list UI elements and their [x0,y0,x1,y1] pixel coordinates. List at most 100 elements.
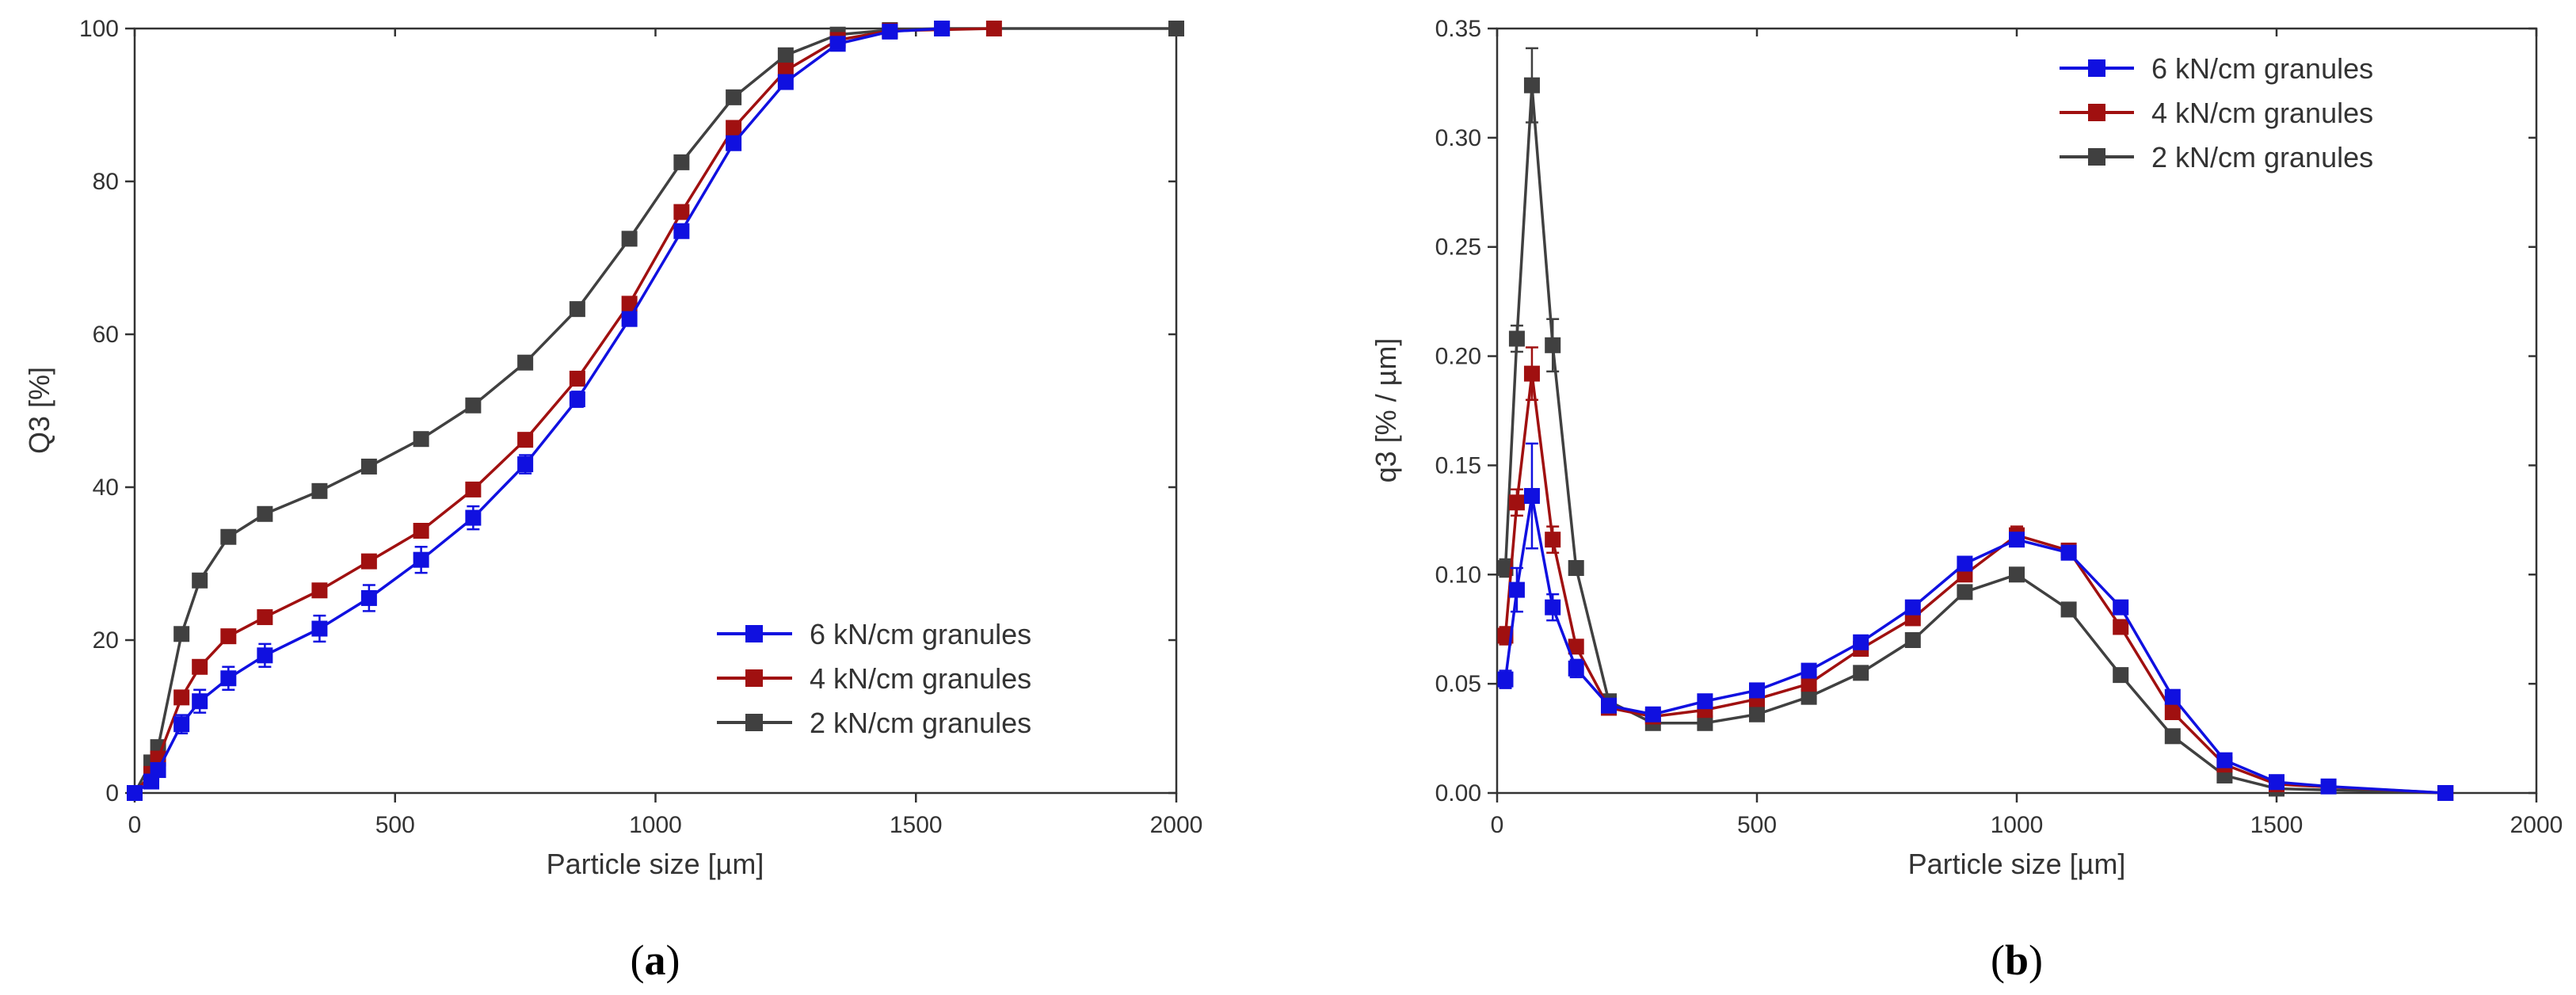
data-point-4kN-a-9 [413,523,429,539]
legend-label-6kN-b: 6 kN/cm granules [2151,52,2373,85]
data-point-6kN-a-4 [192,693,208,710]
data-point-6kN-a-3 [173,716,190,733]
data-point-4kN-b-1 [1508,494,1525,511]
legend-label-4kN-a: 4 kN/cm granules [810,662,1031,695]
y-tick-label-b-1: 0.05 [1435,671,1481,697]
data-point-6kN-a-8 [360,589,377,606]
panel-label-a-letter: a [645,936,666,984]
y-tick-label-b-4: 0.20 [1435,344,1481,370]
data-point-6kN-b-11 [1904,599,1921,616]
data-point-2kN-b-4 [1568,560,1584,577]
legend-label-4kN-b: 4 kN/cm granules [2151,97,2373,129]
axes-b: 0 500 1000 1500 2000 0.00 0.05 0.10 0.15 0.20 0.25… [1435,16,2563,838]
legend-entry-6kN-b: 6 kN/cm granules [2060,52,2373,85]
panel-label-a-close: ) [666,936,680,984]
data-point-6kN-b-7 [1697,693,1713,710]
data-point-6kN-a-7 [311,620,328,637]
legend-marker-6kN-a [745,625,763,642]
legend-b: 6 kN/cm granules 4 kN/cm granules 2 kN/c… [2060,52,2373,173]
data-point-6kN-a-15 [726,135,742,151]
data-point-2kN-b-1 [1508,330,1525,347]
data-point-6kN-a-11 [517,456,534,473]
data-point-6kN-b-12 [1957,555,1973,572]
data-point-4kN-a-14 [673,204,690,220]
data-point-6kN-b-2 [1523,488,1540,505]
legend-entry-4kN-a: 4 kN/cm granules [717,662,1031,695]
legend-entry-4kN-b: 4 kN/cm granules [2060,97,2373,129]
data-point-4kN-a-15 [726,120,742,136]
x-tick-label-a-1: 500 [375,812,415,838]
data-point-6kN-b-17 [2216,752,2233,768]
data-point-4kN-b-3 [1545,532,1561,548]
data-point-6kN-b-14 [2060,544,2077,561]
legend-marker-2kN-b [2088,148,2105,166]
series-6kN-b [1497,442,2454,801]
data-point-4kN-a-19 [985,21,1002,36]
data-point-4kN-b-9 [1801,676,1817,692]
data-point-6kN-a-6 [257,647,273,664]
y-tick-label-a-4: 80 [93,169,119,195]
data-point-2kN-b-16 [2164,728,2181,745]
data-point-2kN-a-7 [311,482,328,499]
legend-marker-2kN-a [745,714,763,731]
data-point-6kN-b-1 [1508,581,1525,598]
y-tick-label-b-7: 0.35 [1435,16,1481,42]
data-point-2kN-a-14 [673,154,690,170]
series-6kN-a [127,21,951,801]
legend-marker-6kN-b [2088,59,2105,77]
data-point-6kN-b-15 [2113,599,2129,616]
data-point-4kN-b-2 [1523,365,1540,382]
x-axis-title-b: Particle size [µm] [1908,848,2126,880]
data-point-2kN-a-11 [517,354,534,371]
x-tick-label-a-4: 2000 [1150,812,1203,838]
plot-frame-b [1496,27,2538,795]
y-tick-label-b-3: 0.15 [1435,452,1481,478]
data-point-2kN-b-8 [1749,706,1765,722]
data-point-4kN-a-4 [192,658,208,675]
x-tick-label-b-4: 2000 [2510,812,2563,838]
axes-a: 0 500 1000 1500 2000 0 20 40 60 80 100 [79,16,1202,838]
data-point-6kN-b-16 [2164,688,2181,705]
y-tick-label-a-0: 0 [105,780,119,806]
legend-label-2kN-a: 2 kN/cm granules [810,707,1031,739]
series-line-4kN-b [1503,372,2446,795]
data-point-2kN-b-3 [1545,337,1561,353]
data-point-4kN-a-10 [465,481,482,498]
data-point-4kN-a-8 [360,553,377,570]
data-point-2kN-a-15 [726,89,742,105]
panel-label-b-letter: b [2005,936,2029,984]
data-point-4kN-b-4 [1568,639,1584,655]
data-point-6kN-a-19 [934,21,951,36]
legend-marker-4kN-b [2088,104,2105,121]
legend-entry-2kN-b: 2 kN/cm granules [2060,141,2373,173]
legend-entry-2kN-a: 2 kN/cm granules [717,707,1031,739]
data-point-2kN-a-10 [465,397,482,414]
data-point-6kN-b-0 [1497,671,1514,688]
data-point-6kN-a-13 [621,311,638,327]
data-point-6kN-a-5 [220,670,237,687]
data-point-2kN-a-9 [413,431,429,448]
data-point-6kN-a-10 [465,509,482,526]
series-line-2kN-b [1503,83,2446,795]
panel-label-b: (b) [1991,936,2043,984]
data-point-6kN-b-6 [1644,706,1661,722]
data-point-2kN-a-3 [173,626,190,642]
x-tick-label-b-1: 500 [1737,812,1777,838]
y-tick-label-a-3: 60 [93,322,119,348]
data-point-6kN-b-20 [2437,785,2454,801]
x-tick-label-a-0: 0 [128,812,142,838]
x-tick-label-b-2: 1000 [1991,812,2044,838]
y-axis-title-a: Q3 [%] [23,367,55,454]
data-point-6kN-b-18 [2269,774,2284,791]
data-point-2kN-b-10 [1853,665,1869,681]
legend-entry-6kN-a: 6 kN/cm granules [717,618,1031,650]
data-point-4kN-a-5 [220,628,237,645]
y-tick-label-a-1: 20 [93,627,119,654]
y-tick-label-a-2: 40 [93,475,119,501]
data-point-2kN-b-15 [2113,667,2129,684]
data-point-4kN-a-12 [569,370,585,387]
data-point-6kN-b-19 [2320,778,2337,795]
data-point-6kN-b-8 [1749,682,1765,699]
data-point-4kN-a-11 [517,432,534,448]
